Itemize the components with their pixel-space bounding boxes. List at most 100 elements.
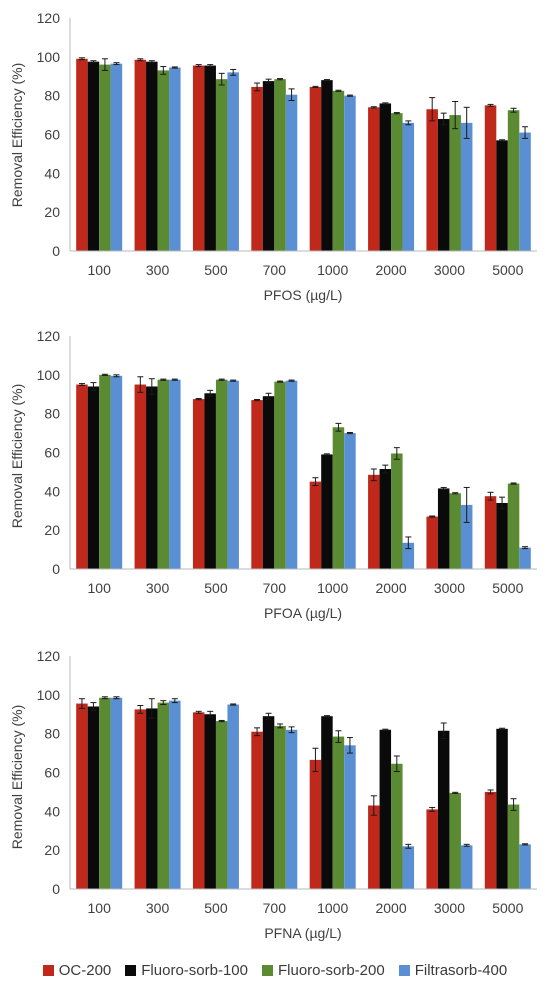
bar-oc-200-700 [251, 731, 263, 889]
error-bar [160, 66, 167, 75]
error-bar [137, 376, 144, 393]
error-bar [113, 696, 120, 700]
x-tick-label: 500 [204, 262, 228, 278]
error-bar [429, 515, 436, 518]
error-bar [463, 106, 470, 139]
error-bar [405, 536, 412, 550]
bar-oc-200-5000 [484, 496, 497, 569]
bar-fluoro-sorb-100-3000 [437, 488, 450, 569]
error-bar [195, 398, 202, 401]
legend-label: Fluoro-sorb-100 [141, 961, 248, 979]
error-bar [487, 491, 494, 501]
x-tick-label: 300 [146, 900, 170, 916]
bar-fluoro-sorb-100-1000 [321, 716, 333, 889]
error-bar [230, 379, 237, 382]
y-tick-label: 20 [44, 842, 60, 858]
bar-fluoro-sorb-200-3000 [449, 493, 461, 569]
bar-oc-200-2000 [368, 474, 380, 569]
pfna-chart: Removal Efficiency (%) PFNA (µg/L) 0 20 40… [9, 648, 537, 941]
bar-oc-200-100 [76, 384, 88, 569]
bar-filtrasorb-400-3000 [460, 504, 473, 569]
error-bar [137, 705, 144, 714]
bar-fluoro-sorb-200-700 [274, 381, 286, 569]
error-bar [522, 843, 529, 846]
error-bar [335, 730, 342, 743]
x-tick-label: 2000 [375, 900, 406, 916]
bar-filtrasorb-400-3000 [460, 845, 473, 889]
legend-item-oc-200: OC-200 [42, 962, 111, 979]
x-tick-label: 1000 [317, 262, 348, 278]
bar-oc-200-300 [134, 709, 147, 889]
error-bar [288, 379, 295, 382]
error-bar [207, 389, 214, 397]
x-tick-label: 2000 [375, 262, 406, 278]
chart-legend: OC-200 Fluoro-sorb-100 Fluoro-sorb-200 F… [0, 958, 550, 982]
error-bar [323, 453, 330, 456]
bar-fluoro-sorb-100-100 [87, 61, 100, 251]
bar-filtrasorb-400-2000 [402, 542, 415, 569]
error-bar [510, 482, 517, 485]
x-tick-label: 5000 [492, 900, 523, 916]
bar-fluoro-sorb-100-2000 [379, 469, 392, 569]
bar-fluoro-sorb-200-300 [157, 379, 170, 569]
error-bar [277, 723, 284, 729]
error-bar [382, 102, 389, 105]
x-tick-label: 700 [263, 580, 287, 596]
bar-fluoro-sorb-200-3000 [449, 115, 461, 251]
error-bar [405, 843, 412, 849]
x-tick-label: 100 [88, 262, 112, 278]
error-bar [440, 722, 447, 740]
bar-filtrasorb-400-100 [110, 63, 123, 251]
bar-fluoro-sorb-200-100 [99, 374, 111, 569]
error-bar [499, 139, 506, 142]
bar-filtrasorb-400-1000 [344, 95, 356, 252]
error-bar [346, 94, 353, 97]
bar-fluoro-sorb-200-300 [157, 702, 170, 889]
bar-oc-200-700 [251, 86, 263, 251]
bar-fluoro-sorb-200-100 [99, 64, 111, 251]
error-bar [195, 64, 202, 68]
y-tick-label: 120 [37, 648, 61, 664]
error-bar [452, 492, 459, 495]
error-bar [148, 378, 155, 395]
y-axis-label: Removal Efficiency (%) [9, 384, 25, 528]
error-bar [312, 477, 319, 487]
error-bar [510, 798, 517, 811]
bar-filtrasorb-400-2000 [402, 122, 415, 251]
x-tick-label: 300 [146, 262, 170, 278]
error-bar [370, 795, 377, 816]
bar-oc-200-700 [251, 400, 263, 569]
error-bar [499, 727, 506, 730]
bar-oc-200-500 [192, 399, 205, 569]
x-tick-label: 700 [263, 900, 287, 916]
bar-fluoro-sorb-200-500 [215, 79, 228, 251]
bar-fluoro-sorb-100-1000 [321, 454, 333, 569]
error-bar [323, 79, 330, 82]
x-tick-label: 300 [146, 580, 170, 596]
bar-filtrasorb-400-700 [285, 380, 298, 569]
error-bar [254, 398, 261, 402]
bar-fluoro-sorb-100-1000 [321, 80, 333, 251]
error-bar [171, 378, 178, 381]
y-tick-label: 120 [37, 10, 61, 26]
bar-fluoro-sorb-200-2000 [391, 763, 403, 889]
error-bar [429, 806, 436, 812]
error-bar [335, 89, 342, 92]
bar-filtrasorb-400-500 [227, 72, 239, 251]
y-tick-label: 0 [52, 561, 60, 577]
error-bar [440, 112, 447, 126]
error-bar [160, 700, 167, 706]
bar-fluoro-sorb-100-5000 [496, 140, 508, 251]
y-tick-label: 80 [44, 726, 60, 742]
bar-oc-200-3000 [426, 809, 438, 889]
error-bar [218, 378, 225, 381]
bar-fluoro-sorb-200-2000 [391, 113, 403, 252]
bar-fluoro-sorb-100-5000 [496, 728, 508, 889]
legend-label: Filtrasorb-400 [414, 961, 508, 979]
error-bar [335, 422, 342, 432]
bar-fluoro-sorb-100-100 [87, 386, 100, 569]
error-bar [207, 710, 214, 718]
y-tick-label: 40 [44, 483, 60, 499]
error-bar [452, 100, 459, 130]
y-tick-label: 100 [37, 49, 61, 65]
